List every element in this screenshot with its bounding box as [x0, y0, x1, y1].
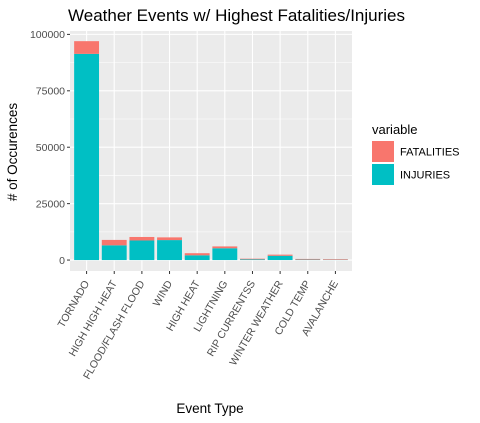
y-axis: 0 25000 50000 75000 100000	[30, 29, 70, 267]
plot-panel	[70, 31, 352, 271]
chart-title: Weather Events w/ Highest Fatalities/Inj…	[68, 6, 405, 25]
bar-injuries	[184, 255, 210, 261]
y-tick-label: 50000	[36, 142, 65, 154]
legend-key	[372, 164, 394, 185]
bar-injuries	[129, 240, 155, 261]
bar-fatalities	[240, 258, 265, 260]
legend-label: INJURIES	[400, 170, 450, 182]
legend: variable FATALITIES INJURIES	[372, 122, 460, 185]
y-tick-label: 100000	[30, 29, 65, 41]
bar-fatalities	[322, 259, 348, 260]
bar-fatalities	[212, 246, 238, 249]
bar-fatalities	[101, 239, 127, 246]
bar-fatalities	[157, 237, 182, 241]
bar-injuries	[101, 245, 127, 261]
bar-fatalities	[129, 236, 155, 241]
x-tick-label: WIND	[151, 278, 176, 309]
bar-fatalities	[74, 41, 100, 54]
y-tick-label: 25000	[36, 198, 65, 210]
bar-injuries	[240, 259, 265, 261]
bar-injuries	[212, 248, 238, 261]
legend-label: FATALITIES	[400, 147, 460, 159]
bar-fatalities	[295, 258, 321, 260]
bar-injuries	[157, 240, 182, 261]
plot-background	[70, 31, 352, 271]
bar-fatalities	[267, 254, 293, 256]
bar-injuries	[267, 255, 293, 261]
bar-injuries	[74, 53, 100, 261]
y-axis-title: # of Occurences	[5, 103, 20, 202]
x-axis-title: Event Type	[176, 401, 243, 416]
y-tick-label: 0	[59, 255, 65, 267]
bar-fatalities	[184, 253, 210, 256]
legend-title: variable	[372, 122, 418, 137]
legend-key	[372, 141, 394, 162]
y-tick-label: 75000	[36, 86, 65, 98]
